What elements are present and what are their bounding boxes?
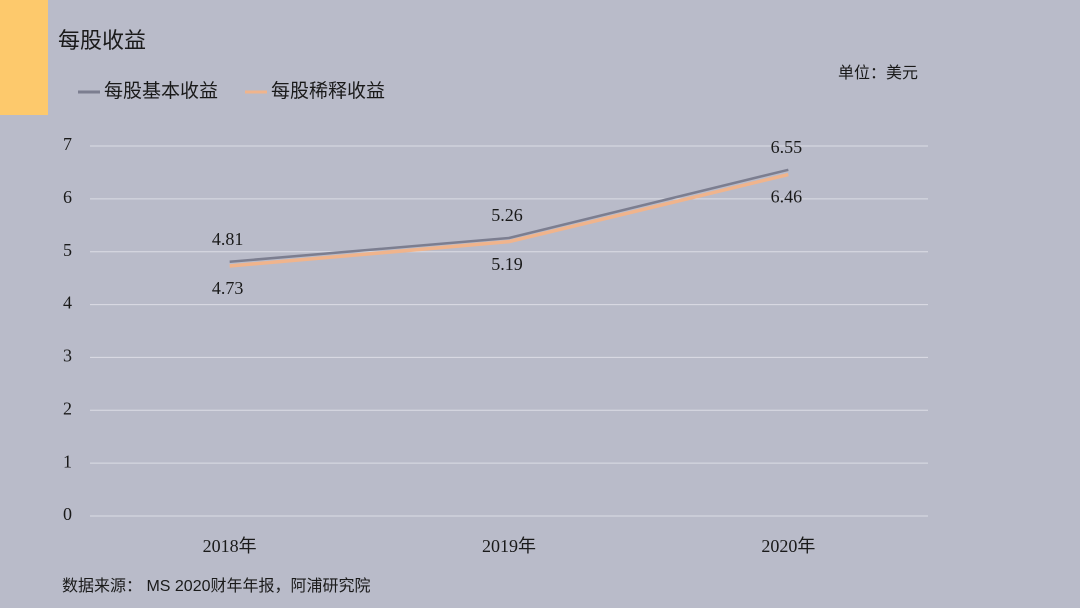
y-tick-label: 2 (63, 398, 72, 418)
y-tick-label: 3 (63, 346, 72, 366)
y-tick-label: 0 (63, 504, 72, 524)
legend-label: 每股基本收益 (104, 80, 218, 102)
accent-block (0, 0, 48, 115)
x-tick-label: 2019年 (482, 536, 536, 556)
y-tick-label: 7 (63, 134, 72, 154)
data-label: 6.55 (771, 137, 803, 157)
x-tick-label: 2018年 (203, 536, 257, 556)
y-tick-label: 6 (63, 187, 72, 207)
data-label: 4.81 (212, 229, 244, 249)
series-line (229, 168, 789, 264)
data-label: 5.19 (491, 254, 523, 274)
chart-title: 每股收益 (58, 28, 146, 53)
data-label: 4.73 (212, 278, 244, 298)
legend-label: 每股稀释收益 (271, 80, 385, 102)
x-tick-label: 2020年 (761, 536, 815, 556)
y-tick-label: 1 (63, 451, 72, 471)
series-line (229, 172, 789, 268)
data-label: 6.46 (771, 187, 803, 207)
unit-note: 单位：美元 (838, 64, 918, 82)
source-note: 数据来源： MS 2020财年年报，阿浦研究院 (62, 577, 371, 595)
y-tick-label: 4 (63, 293, 72, 313)
y-tick-label: 5 (63, 240, 72, 260)
data-label: 5.26 (491, 205, 523, 225)
